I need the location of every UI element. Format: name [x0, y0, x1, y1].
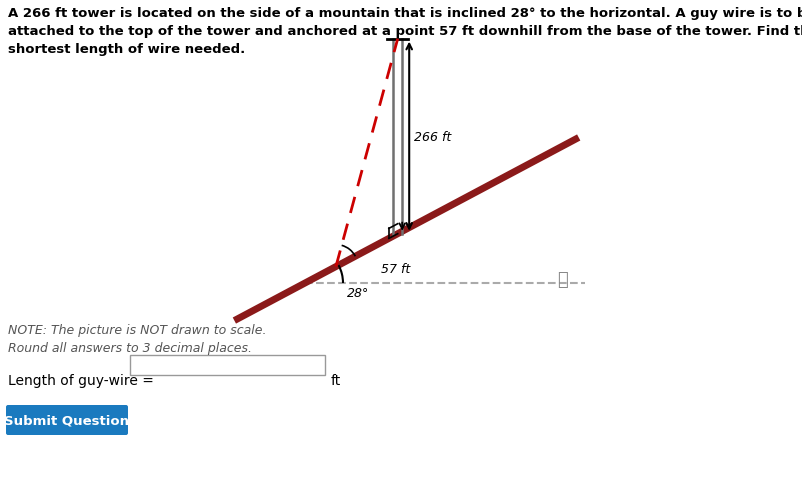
Text: Submit Question: Submit Question — [5, 414, 129, 427]
Text: Length of guy-wire =: Length of guy-wire = — [8, 373, 154, 387]
Text: 266 ft: 266 ft — [414, 130, 451, 143]
Text: ft: ft — [330, 373, 341, 387]
Text: 28°: 28° — [346, 287, 369, 300]
FancyBboxPatch shape — [130, 355, 325, 375]
Text: ⌕: ⌕ — [557, 271, 568, 289]
FancyBboxPatch shape — [6, 405, 128, 435]
Text: A 266 ft tower is located on the side of a mountain that is inclined 28° to the : A 266 ft tower is located on the side of… — [8, 7, 802, 56]
Text: NOTE: The picture is NOT drawn to scale.
Round all answers to 3 decimal places.: NOTE: The picture is NOT drawn to scale.… — [8, 323, 266, 354]
Text: 57 ft: 57 ft — [381, 263, 410, 276]
